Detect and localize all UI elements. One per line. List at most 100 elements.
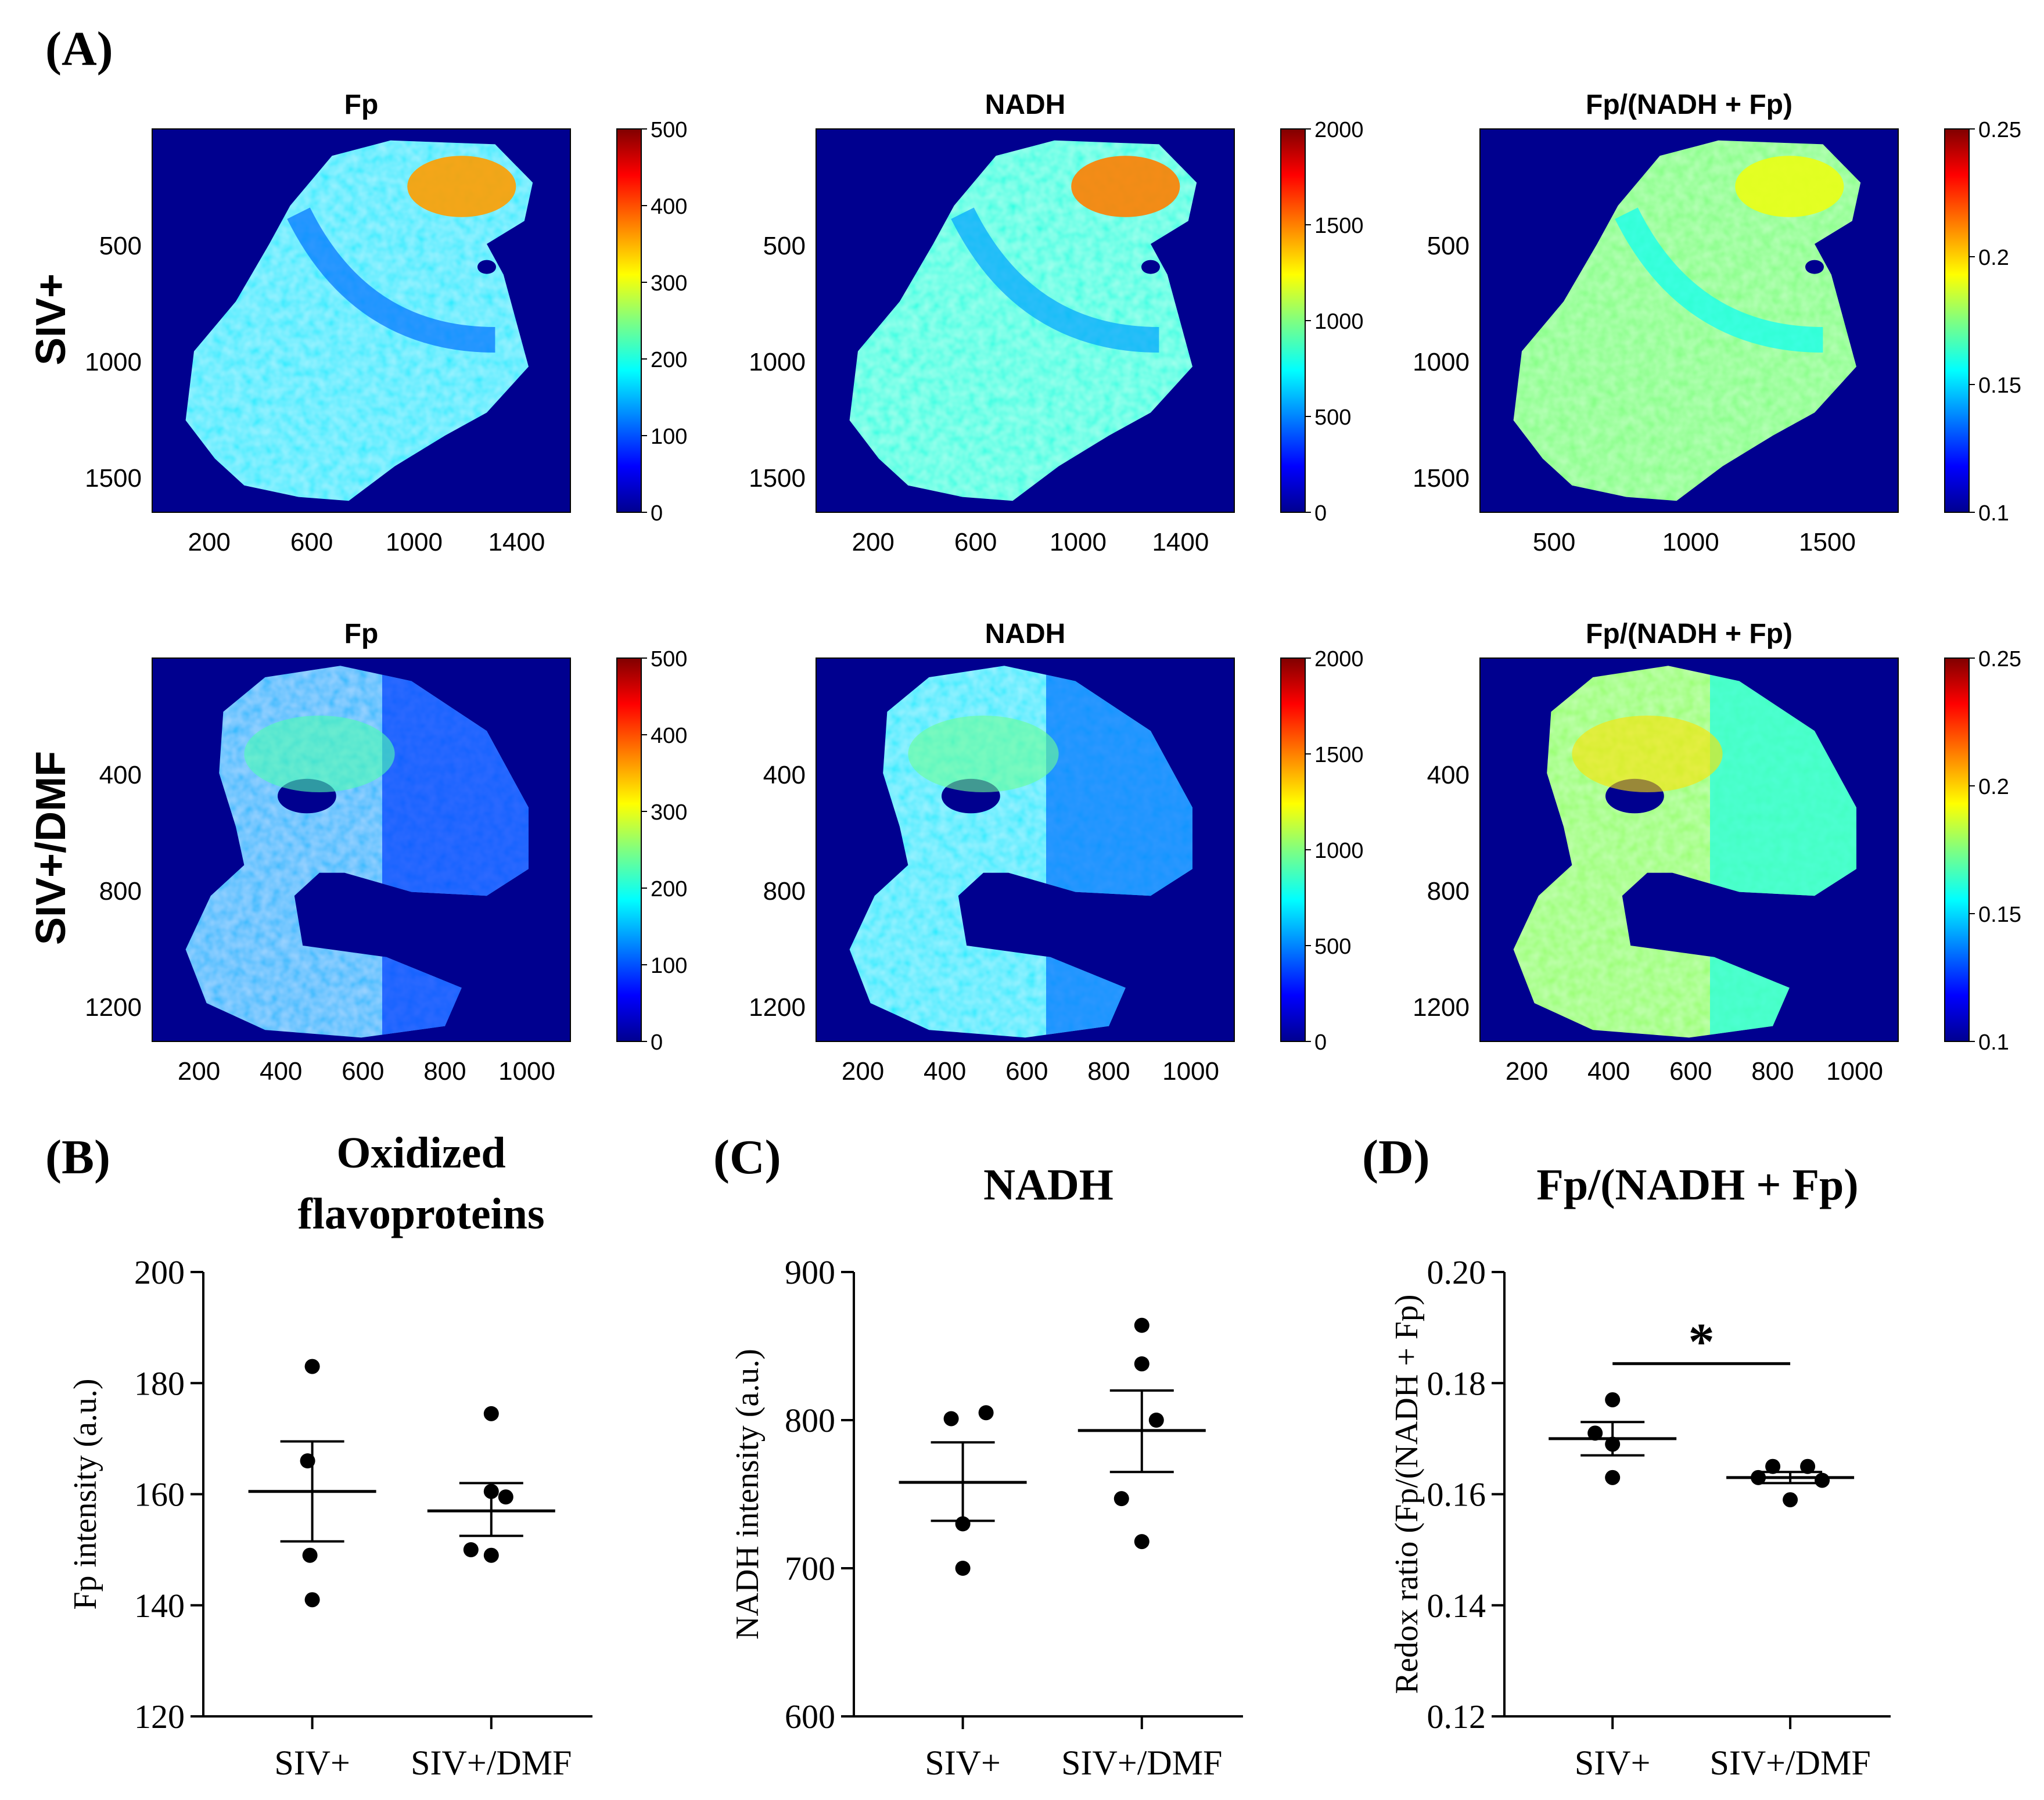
colorbar-tick-label: 1500 (1314, 743, 1364, 767)
data-point (304, 1592, 320, 1608)
y-tick-label: 1000 (749, 348, 806, 376)
panel-label-d: (D) (1362, 1130, 1430, 1184)
y-tick-label: 500 (99, 232, 142, 260)
y-tick-label: 0.14 (1427, 1587, 1486, 1625)
heatmap-title: Fp (344, 89, 379, 120)
significance-star: * (1689, 1313, 1715, 1371)
colorbar-tick-label: 0.2 (1978, 775, 2009, 799)
colorbar-tick-label: 300 (651, 800, 687, 825)
colorbar-tick-label: 0.1 (1978, 1030, 2009, 1055)
x-tick-label: 200 (842, 1057, 884, 1086)
vessel-hole (1805, 260, 1824, 274)
group-1 (1077, 1317, 1206, 1550)
hot-region (244, 716, 395, 792)
colorbar-tick-label: 0.15 (1978, 373, 2021, 398)
x-tick-label: 1000 (386, 528, 443, 556)
x-tick-label: 1000 (1050, 528, 1107, 556)
x-tick-label: 1000 (1826, 1057, 1883, 1086)
heatmap-siv-ratio: Fp/(NADH + Fp) 500 1000 1500 500 1000 1500 0.25… (1413, 89, 2021, 556)
panel-label-b: (B) (45, 1130, 110, 1184)
colorbar-tick-label: 200 (651, 348, 687, 372)
y-tick-label: 1000 (1413, 348, 1470, 376)
chart-title: NADH (983, 1161, 1113, 1209)
x-tick-label: 1400 (1152, 528, 1209, 556)
x-tick-label: 600 (1669, 1057, 1712, 1086)
data-point (483, 1483, 499, 1499)
panel-label-a: (A) (45, 22, 113, 76)
colorbar-tick-label: 300 (651, 271, 687, 296)
tissue-detail (951, 156, 1180, 353)
x-tick-label: 1000 (1162, 1057, 1219, 1086)
darker-band (287, 207, 495, 353)
x-tick-label: 1000 (498, 1057, 555, 1086)
data-point (955, 1516, 971, 1532)
colorbar (616, 128, 642, 513)
colorbar-tick-label: 0 (1314, 501, 1327, 526)
y-tick-label: 1200 (85, 993, 142, 1022)
y-tick-label: 600 (785, 1698, 835, 1736)
chart-title: Fp/(NADH + Fp) (1536, 1161, 1858, 1209)
group-0 (248, 1359, 376, 1608)
x-tick-label: 200 (852, 528, 894, 556)
colorbar-tick-label: 0 (1314, 1030, 1327, 1055)
x-tick-label: 600 (954, 528, 997, 556)
data-point (978, 1405, 994, 1421)
heatmap-title: NADH (985, 619, 1066, 649)
data-point (300, 1453, 315, 1469)
chart-c: NADH 600 700 800 900 NADH intensity (a.u.) SIV… (730, 1161, 1243, 1782)
x-tick-label: 1400 (488, 528, 545, 556)
x-tick-label: 400 (260, 1057, 302, 1086)
y-tick-label: 1200 (1413, 993, 1470, 1022)
data-point (1605, 1436, 1621, 1452)
colorbar-tick-label: 500 (651, 647, 687, 671)
heatmap-title: Fp (344, 619, 379, 649)
y-tick-label: 0.16 (1427, 1476, 1486, 1514)
colorbar-tick-label: 100 (651, 954, 687, 978)
tissue-section (185, 140, 533, 501)
colorbar-tick-label: 2000 (1314, 118, 1364, 142)
row-label-siv-dmf: SIV+/DMF (28, 751, 74, 945)
x-tick-label: 500 (1533, 528, 1575, 556)
x-tick-label: SIV+ (1575, 1744, 1651, 1782)
colorbar (1944, 128, 1970, 513)
x-tick-label: SIV+/DMF (1061, 1744, 1222, 1782)
colorbar-tick-label: 200 (651, 877, 687, 901)
data-point (1134, 1356, 1149, 1372)
colorbar (1944, 658, 1970, 1042)
data-point (1815, 1472, 1830, 1488)
x-tick-label: SIV+/DMF (411, 1744, 572, 1782)
y-tick-label: 200 (134, 1253, 185, 1291)
colorbar (1280, 658, 1306, 1042)
y-axis-label: NADH intensity (a.u.) (730, 1349, 766, 1640)
x-tick-label: 1500 (1799, 528, 1856, 556)
colorbar-tick-label: 100 (651, 425, 687, 449)
darker-band (1615, 207, 1823, 353)
colorbar-tick-label: 0.25 (1978, 647, 2021, 671)
scatter-charts: Oxidized flavoproteins 120 140 160 180 200 Fp i… (67, 1129, 1891, 1782)
y-tick-label: 900 (785, 1253, 835, 1291)
group-0 (1549, 1392, 1677, 1485)
darker-band (951, 207, 1159, 353)
heatmap-title: Fp/(NADH + Fp) (1586, 619, 1792, 649)
data-point (1605, 1470, 1621, 1485)
x-tick-label: 800 (1751, 1057, 1794, 1086)
tissue-detail (287, 156, 516, 353)
y-tick-label: 1500 (1413, 464, 1470, 493)
colorbar-tick-label: 0 (651, 501, 663, 526)
colorbar-tick-label: 500 (1314, 935, 1351, 959)
y-axis-label: Redox ratio (Fp/(NADH + Fp) (1389, 1295, 1425, 1694)
row-label-siv: SIV+ (28, 274, 74, 365)
data-point (302, 1547, 318, 1563)
heatmap-title: NADH (985, 89, 1066, 120)
y-tick-label: 1000 (85, 348, 142, 376)
data-point (943, 1411, 959, 1427)
x-tick-label: SIV+ (274, 1744, 350, 1782)
vessel-hole (1141, 260, 1160, 274)
x-tick-label: 1000 (1662, 528, 1719, 556)
data-point (1113, 1491, 1129, 1507)
data-point (1783, 1492, 1798, 1508)
data-point (483, 1547, 499, 1563)
heatmap-title: Fp/(NADH + Fp) (1586, 89, 1792, 120)
